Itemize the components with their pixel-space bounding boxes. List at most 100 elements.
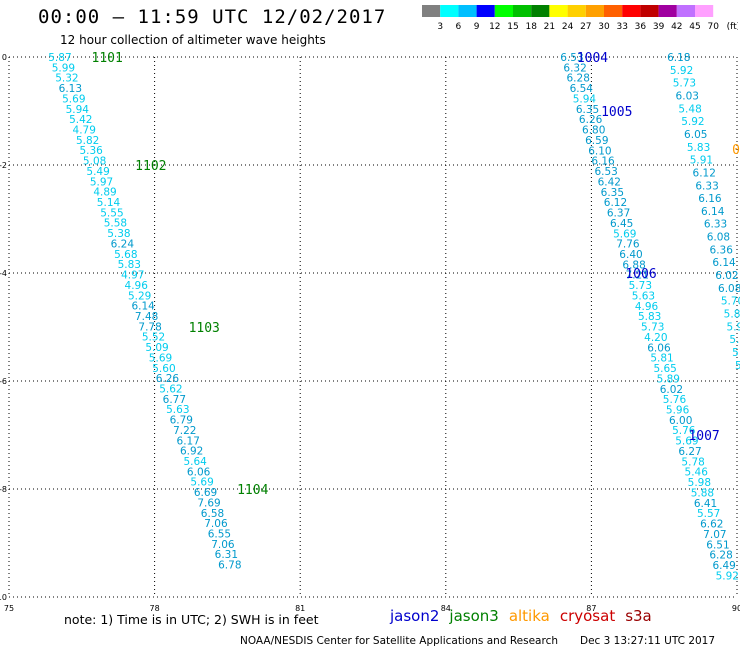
- wave-height-value: 5.55: [100, 207, 123, 219]
- wave-height-value: 5.64: [183, 456, 207, 468]
- color-swatch: [476, 5, 495, 17]
- wave-height-value: 5.97: [90, 176, 113, 188]
- wave-height-value: 5.87: [48, 52, 71, 64]
- satellite-legend: jason2 jason3 altika cryosat s3a: [390, 607, 662, 625]
- wave-height-value: 6.69: [194, 487, 217, 499]
- wave-height-value: 6.58: [201, 508, 224, 520]
- color-scale-label: 24: [562, 22, 574, 31]
- satellite-label-altika: altika: [508, 607, 550, 625]
- pass-number-label: 1006: [625, 267, 656, 282]
- wave-height-value: 5.73: [641, 322, 664, 334]
- y-tick-label: -2: [0, 161, 7, 170]
- color-scale-label: 33: [616, 22, 627, 31]
- x-tick-label: 75: [4, 604, 14, 612]
- wave-height-value: 6.16: [698, 193, 722, 205]
- wave-height-value: 6.59: [585, 135, 608, 147]
- y-tick-label: 0: [2, 53, 7, 62]
- wave-height-value: 6.37: [607, 208, 630, 220]
- wave-height-value: 5.91: [690, 155, 713, 167]
- wave-height-value: 7.48: [135, 311, 158, 323]
- pass-number-label: 1101: [92, 51, 123, 66]
- x-tick-label: 84: [441, 604, 451, 612]
- wave-height-value: 5.63: [632, 290, 655, 302]
- wave-height-value: 5.69: [190, 477, 213, 489]
- chart-title: 00:00 — 11:59 UTC 12/02/2017: [38, 6, 387, 28]
- color-scale-label: 27: [580, 22, 591, 31]
- wave-height-value: 5.92: [716, 570, 739, 582]
- wave-height-value: 6.14: [712, 257, 736, 269]
- satellite-label-jason3: jason3: [449, 607, 499, 625]
- wave-height-value: 6.40: [619, 249, 642, 261]
- wave-height-value: 5.60: [152, 363, 175, 375]
- wave-height-value: 5.09: [145, 342, 168, 354]
- wave-height-value: 6.33: [704, 219, 727, 231]
- color-scale-label: 9: [474, 22, 480, 31]
- wave-height-value: 7.21: [626, 270, 649, 282]
- wave-height-value: 6.42: [598, 176, 621, 188]
- wave-height-value: 5.82: [724, 309, 740, 321]
- wave-height-value: 6.06: [187, 466, 211, 478]
- color-swatch: [422, 5, 441, 17]
- y-tick-label: -8: [0, 485, 7, 494]
- wave-height-value: 6.16: [591, 156, 615, 168]
- wave-height-value: 5.80: [729, 334, 740, 346]
- pass-number-label: 1005: [601, 105, 632, 120]
- x-tick-label: 87: [586, 604, 596, 612]
- color-swatch: [695, 5, 714, 17]
- wave-height-value: 5.89: [657, 373, 680, 385]
- wave-height-value: 6.24: [111, 238, 135, 250]
- x-tick-label: 90: [732, 604, 740, 612]
- wave-height-value: 5.98: [688, 477, 711, 489]
- wave-height-value: 5.96: [666, 405, 690, 417]
- wave-height-value: 6.08: [718, 283, 740, 295]
- color-swatch: [622, 5, 641, 17]
- wave-height-value: 5.92: [681, 116, 704, 128]
- wave-height-value: 6.08: [707, 232, 730, 244]
- wave-height-value: 5.32: [55, 73, 78, 85]
- wave-height-value: 5.94: [66, 104, 90, 116]
- color-swatch: [585, 5, 604, 17]
- color-swatch: [458, 5, 477, 17]
- wave-height-value: 5.82: [76, 135, 99, 147]
- wave-height-value: 5.86: [732, 347, 740, 359]
- wave-height-value: 4.96: [125, 280, 149, 292]
- pass-number-label: 1007: [688, 429, 719, 444]
- wave-height-plot: 7578818487900-2-4-6-8-105.875.995.326.13…: [0, 51, 740, 612]
- color-scale-label: 42: [671, 22, 682, 31]
- wave-height-value: 5.62: [159, 383, 182, 395]
- color-swatch: [494, 5, 513, 17]
- wave-height-value: 5.58: [104, 218, 127, 230]
- wave-height-value: 4.89: [93, 187, 116, 199]
- color-swatch: [676, 5, 695, 17]
- wave-height-value: 5.14: [97, 197, 121, 209]
- wave-height-value: 5.69: [62, 93, 85, 105]
- color-scale-label: 70: [707, 22, 719, 31]
- color-scale-label: 39: [653, 22, 665, 31]
- color-scale-label: 36: [635, 22, 647, 31]
- wave-height-value: 6.10: [588, 145, 611, 157]
- color-scale-label: 45: [689, 22, 700, 31]
- wave-height-value: 5.81: [650, 353, 673, 365]
- color-scale-label: 30: [598, 22, 610, 31]
- wave-height-value: 6.26: [156, 373, 180, 385]
- wave-height-value: 6.13: [59, 83, 82, 95]
- wave-height-value: 7.22: [173, 425, 196, 437]
- wave-height-value: 5.38: [107, 228, 130, 240]
- wave-height-value: 4.20: [644, 332, 667, 344]
- wave-height-value: 5.69: [613, 228, 636, 240]
- wave-height-value: 5.92: [670, 65, 693, 77]
- wave-height-value: 7.07: [703, 529, 726, 541]
- wave-height-value: 6.41: [694, 498, 717, 510]
- wave-height-value: 5.83: [638, 311, 661, 323]
- color-swatch: [640, 5, 659, 17]
- wave-height-value: 5.48: [678, 103, 701, 115]
- satellite-label-s3a: s3a: [625, 607, 652, 625]
- wave-height-value: 5.29: [128, 290, 151, 302]
- wave-height-value: 6.77: [163, 394, 186, 406]
- wave-height-value: 7.06: [211, 539, 235, 551]
- wave-height-value: 6.12: [604, 197, 627, 209]
- pass-number-label: 1104: [237, 483, 268, 498]
- wave-height-value: 4.96: [635, 301, 659, 313]
- wave-height-value: 5.73: [629, 280, 652, 292]
